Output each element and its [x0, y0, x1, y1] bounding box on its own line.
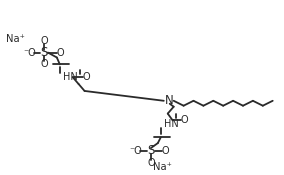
Text: N: N [165, 94, 174, 107]
Text: ⁻O: ⁻O [24, 48, 36, 58]
Text: O: O [162, 146, 170, 156]
Text: O: O [181, 116, 188, 125]
Text: O: O [40, 36, 48, 46]
Text: ⁻O: ⁻O [130, 146, 143, 156]
Text: Na⁺: Na⁺ [6, 34, 25, 44]
Text: S: S [40, 46, 48, 59]
Text: O: O [57, 48, 65, 58]
Text: HN: HN [63, 72, 78, 82]
Text: S: S [147, 145, 154, 158]
Text: Na⁺: Na⁺ [153, 162, 172, 172]
Text: O: O [83, 72, 90, 82]
Text: HN: HN [164, 119, 179, 129]
Text: O: O [40, 59, 48, 69]
Text: O: O [147, 158, 155, 168]
